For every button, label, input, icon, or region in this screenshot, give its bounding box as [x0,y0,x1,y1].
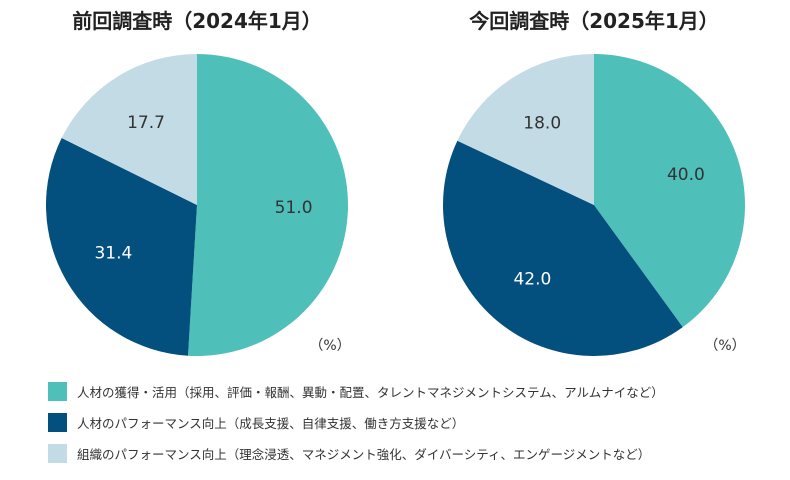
unit-label-current: （%） [704,338,745,354]
legend-swatch-organization-performance [48,443,67,463]
pie-title-previous: 前回調査時（2024年1月） [72,9,322,33]
unit-label-previous: （%） [309,338,350,354]
legend-swatch-talent-acquisition [48,381,67,401]
legend-label-organization-performance: 組織のパフォーマンス向上（理念浸透、マネジメント強化、ダイバーシティ、エンゲージ… [77,446,651,462]
pie-slice-previous-talent-acquisition [188,54,349,356]
pie-slice-current-organization-performance [457,54,594,205]
legend: 人材の獲得・活用（採用、評価・報酬、異動・配置、タレントマネジメントシステム、ア… [48,381,778,474]
pie-charts: 前回調査時（2024年1月）51.031.417.7（%）今回調査時（2025年… [45,9,746,356]
legend-item-organization-performance: 組織のパフォーマンス向上（理念浸透、マネジメント強化、ダイバーシティ、エンゲージ… [48,443,778,463]
legend-item-talent-acquisition: 人材の獲得・活用（採用、評価・報酬、異動・配置、タレントマネジメントシステム、ア… [48,381,778,401]
pie-label-current-talent-acquisition: 40.0 [667,165,705,185]
pie-label-previous-individual-performance: 31.4 [94,243,132,263]
pie-title-current: 今回調査時（2025年1月） [469,9,719,33]
pie-slice-current-talent-acquisition [594,54,745,328]
pie-slice-current-individual-performance [443,140,683,356]
pie-slice-previous-organization-performance [61,54,197,205]
pie-label-previous-talent-acquisition: 51.0 [275,198,313,218]
pie-label-previous-organization-performance: 17.7 [127,113,165,133]
pie-slice-previous-individual-performance [45,137,197,356]
legend-item-individual-performance: 人材のパフォーマンス向上（成長支援、自律支援、働き方支援など） [48,412,778,432]
legend-label-individual-performance: 人材のパフォーマンス向上（成長支援、自律支援、働き方支援など） [77,415,465,431]
pie-label-current-individual-performance: 42.0 [513,269,551,289]
legend-swatch-individual-performance [48,412,67,432]
pie-chart-current: 今回調査時（2025年1月） 40.0 42.0 18.0 （%） [443,9,746,356]
legend-label-talent-acquisition: 人材の獲得・活用（採用、評価・報酬、異動・配置、タレントマネジメントシステム、ア… [77,384,664,400]
pie-chart-previous: 前回調査時（2024年1月） 51.0 31.4 17.7 （%） [45,9,351,356]
pie-label-current-organization-performance: 18.0 [523,113,561,133]
